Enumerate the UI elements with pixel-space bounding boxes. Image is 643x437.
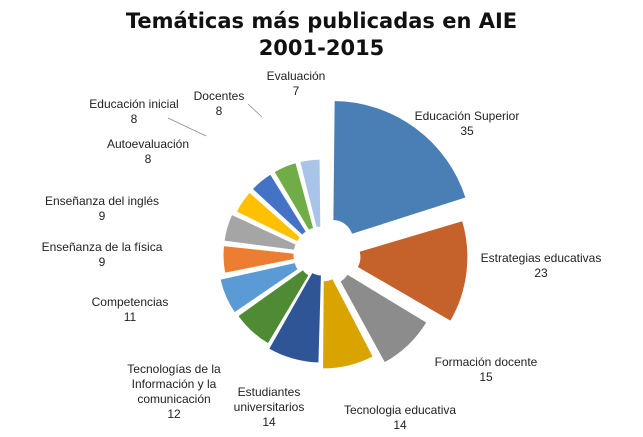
pie-slice-13	[299, 158, 322, 229]
slice-value-10: 8	[145, 152, 152, 166]
slice-label-5-line-2: universitarios	[234, 400, 305, 414]
slice-value-12: 8	[216, 104, 223, 118]
pie-slice-1	[332, 100, 467, 236]
slice-label-6-line-3: comunicación	[137, 392, 210, 406]
leader-line-11	[167, 117, 207, 137]
slice-value-4: 14	[393, 418, 407, 432]
slice-value-11: 8	[131, 112, 138, 126]
slice-label-2-line-1: Estrategias educativas	[481, 251, 602, 265]
slice-value-9: 9	[99, 209, 106, 223]
pie-slice-7	[219, 261, 299, 314]
slice-label-12-line-1: Docentes	[194, 89, 245, 103]
pie-slice-10	[235, 191, 302, 243]
slice-value-5: 14	[262, 415, 276, 429]
slice-label-10-line-1: Autoevaluación	[107, 137, 189, 151]
slice-label-6-line-2: Información y la	[132, 377, 217, 391]
slice-label-5-line-1: Estudiantes	[238, 385, 301, 399]
slice-value-6: 12	[167, 407, 181, 421]
pie-slice-12	[273, 162, 315, 232]
pie-slice-5	[268, 271, 322, 364]
pie-slice-8	[222, 245, 295, 274]
slice-value-8: 9	[99, 255, 106, 269]
slice-value-2: 23	[534, 266, 548, 280]
slice-value-1: 35	[460, 124, 474, 138]
slice-label-13-line-1: Evaluación	[267, 69, 326, 83]
slice-label-8-line-1: Enseñanza de la física	[42, 240, 163, 254]
slice-label-1-line-1: Educación Superior	[415, 109, 520, 123]
chart-title: Temáticas más publicadas en AIE 2001-201…	[0, 8, 643, 62]
pie-slice-11	[251, 173, 308, 236]
leader-line-12	[247, 103, 263, 118]
slice-label-3-line-1: Formación docente	[435, 355, 538, 369]
slice-value-13: 7	[293, 84, 300, 98]
pie-slice-3	[339, 273, 428, 364]
pie-slice-4	[322, 277, 374, 370]
slice-label-6-line-1: Tecnologías de la	[127, 362, 221, 376]
pie-slice-2	[356, 219, 469, 322]
slice-label-4-line-1: Tecnologia educativa	[344, 403, 456, 417]
slice-value-3: 15	[479, 370, 493, 384]
pie-slice-6	[237, 268, 310, 345]
slice-value-7: 11	[124, 310, 137, 324]
slice-label-7-line-1: Competencias	[92, 295, 169, 309]
chart-title-line-2: 2001-2015	[258, 36, 385, 60]
chart-title-line-1: Temáticas más publicadas en AIE	[125, 9, 518, 33]
slice-label-11-line-1: Educación inicial	[89, 97, 178, 111]
slice-label-9-line-1: Enseñanza del inglés	[45, 194, 159, 208]
pie-slice-9	[223, 213, 297, 251]
